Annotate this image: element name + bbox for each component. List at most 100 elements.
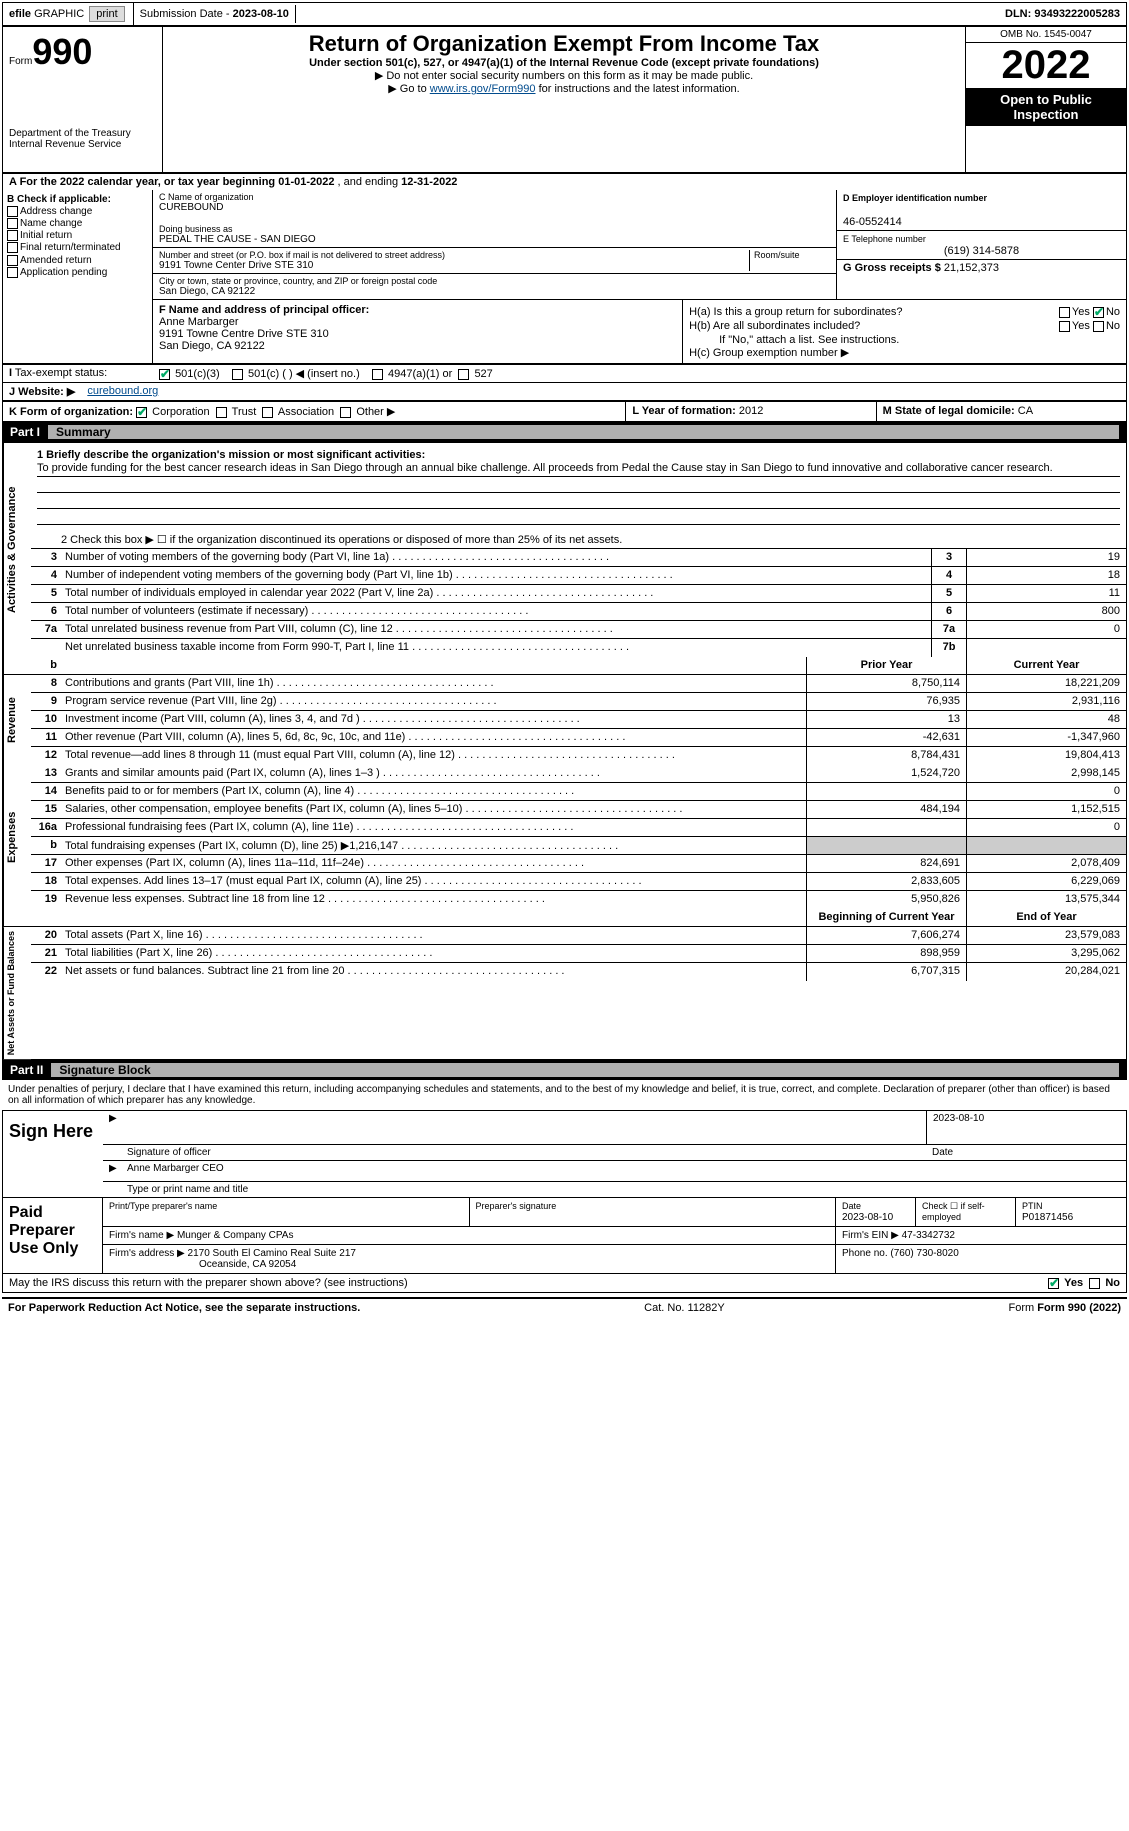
summary-row: 9Program service revenue (Part VIII, lin…: [31, 693, 1126, 711]
summary-row: 5Total number of individuals employed in…: [31, 585, 1126, 603]
current-year-value: 23,579,083: [966, 927, 1126, 944]
summary-row: 6Total number of volunteers (estimate if…: [31, 603, 1126, 621]
row-a-tax-year: A For the 2022 calendar year, or tax yea…: [2, 173, 1127, 190]
form-title-box: Return of Organization Exempt From Incom…: [163, 27, 966, 126]
line-num: 15: [31, 801, 61, 818]
summary-row: 16aProfessional fundraising fees (Part I…: [31, 819, 1126, 837]
cb-name-change[interactable]: Name change: [7, 218, 148, 229]
line-desc: Contributions and grants (Part VIII, lin…: [61, 675, 806, 692]
cb-application-pending[interactable]: Application pending: [7, 267, 148, 278]
opt-trust: Trust: [232, 406, 257, 418]
line-desc: Net assets or fund balances. Subtract li…: [61, 963, 806, 981]
line-num: 5: [31, 585, 61, 602]
footer-paperwork: For Paperwork Reduction Act Notice, see …: [8, 1302, 360, 1314]
year-formation-label: L Year of formation:: [632, 405, 736, 417]
opt-501c3: 501(c)(3): [175, 368, 220, 380]
part-1-no: Part I: [10, 425, 40, 439]
no-label: No: [1106, 320, 1120, 332]
officer-addr1: 9191 Towne Centre Drive STE 310: [159, 328, 329, 340]
prep-sig-label: Preparer's signature: [476, 1201, 557, 1211]
cb-label: Initial return: [20, 230, 72, 241]
cb-501c[interactable]: [232, 369, 243, 380]
prior-year-value: [806, 783, 966, 800]
line-desc: Total revenue—add lines 8 through 11 (mu…: [61, 747, 806, 765]
summary-row: 12Total revenue—add lines 8 through 11 (…: [31, 747, 1126, 765]
irs-link[interactable]: www.irs.gov/Form990: [430, 83, 536, 95]
website-link[interactable]: curebound.org: [87, 385, 158, 397]
sidebar-revenue: Revenue: [3, 675, 31, 765]
current-year-value: 2,931,116: [966, 693, 1126, 710]
line-desc: Benefits paid to or for members (Part IX…: [61, 783, 806, 800]
line-num: 17: [31, 855, 61, 872]
form-of-org-label: K Form of organization:: [9, 406, 133, 418]
summary-row: Net unrelated business taxable income fr…: [31, 639, 1126, 657]
print-button[interactable]: print: [89, 6, 124, 22]
section-b-checkboxes: B Check if applicable: Address change Na…: [3, 190, 153, 363]
summary-row: 7aTotal unrelated business revenue from …: [31, 621, 1126, 639]
section-f: F Name and address of principal officer:…: [153, 300, 683, 363]
cb-final-return[interactable]: Final return/terminated: [7, 242, 148, 253]
cb-initial-return[interactable]: Initial return: [7, 230, 148, 241]
cb-amended-return[interactable]: Amended return: [7, 255, 148, 266]
cb-label: Final return/terminated: [20, 243, 121, 254]
cb-discuss-no[interactable]: [1089, 1278, 1100, 1289]
line-desc: Total fundraising expenses (Part IX, col…: [61, 837, 806, 854]
cb-address-change[interactable]: Address change: [7, 206, 148, 217]
line-value: [966, 639, 1126, 657]
cb-assoc[interactable]: [262, 407, 273, 418]
sidebar-activities-governance: Activities & Governance: [3, 443, 31, 657]
officer-signed-name: Anne Marbarger CEO: [121, 1161, 230, 1181]
form-subtitle-2: ▶ Do not enter social security numbers o…: [167, 69, 961, 82]
discuss-no: No: [1105, 1277, 1120, 1289]
h-note: If "No," attach a list. See instructions…: [689, 334, 1120, 346]
line-num: 16a: [31, 819, 61, 836]
row-a-lead: A For the 2022 calendar year, or tax yea…: [9, 176, 278, 188]
firm-phone: (760) 730-8020: [890, 1248, 958, 1259]
line-value: 19: [966, 549, 1126, 566]
cb-trust[interactable]: [216, 407, 227, 418]
prior-year-value: 8,750,114: [806, 675, 966, 692]
h-b-label: H(b) Are all subordinates included?: [689, 320, 860, 332]
website-label: J Website: ▶: [9, 386, 75, 398]
year-box: OMB No. 1545-0047 2022 Open to Public In…: [966, 27, 1126, 126]
line-desc: Number of independent voting members of …: [61, 567, 931, 584]
discuss-yes: Yes: [1064, 1277, 1083, 1289]
prior-year-value: 7,606,274: [806, 927, 966, 944]
form-word: Form: [9, 56, 32, 67]
current-year-value: 20,284,021: [966, 963, 1126, 981]
mission-lead: 1 Briefly describe the organization's mi…: [37, 449, 425, 461]
cb-corp[interactable]: [136, 407, 147, 418]
cb-501c3[interactable]: [159, 369, 170, 380]
line-num: 6: [31, 603, 61, 620]
col-current-year: Current Year: [966, 657, 1126, 674]
line-desc: Investment income (Part VIII, column (A)…: [61, 711, 806, 728]
room-label: Room/suite: [754, 250, 830, 260]
firm-phone-label: Phone no.: [842, 1248, 888, 1259]
prior-year-value: 898,959: [806, 945, 966, 962]
cb-other[interactable]: [340, 407, 351, 418]
row-a-mid: , and ending: [334, 176, 401, 188]
current-year-value: 2,998,145: [966, 765, 1126, 782]
cb-discuss-yes[interactable]: [1048, 1278, 1059, 1289]
state-domicile-label: M State of legal domicile:: [883, 405, 1015, 417]
line-desc: Other revenue (Part VIII, column (A), li…: [61, 729, 806, 746]
firm-addr-label: Firm's address ▶: [109, 1248, 185, 1259]
form-number: 990: [32, 31, 92, 72]
sign-date: 2023-08-10: [926, 1111, 1126, 1144]
col-end-year: End of Year: [966, 909, 1126, 926]
opt-corp: Corporation: [152, 406, 209, 418]
inspection-label: Open to Public Inspection: [966, 88, 1126, 126]
summary-row: 18Total expenses. Add lines 13–17 (must …: [31, 873, 1126, 891]
prior-year-value: -42,631: [806, 729, 966, 746]
cb-527[interactable]: [458, 369, 469, 380]
year-formation: 2012: [739, 405, 763, 417]
line-desc: Total expenses. Add lines 13–17 (must eq…: [61, 873, 806, 890]
line-box: 3: [931, 549, 966, 566]
firm-name-label: Firm's name ▶: [109, 1230, 174, 1241]
summary-row: 11Other revenue (Part VIII, column (A), …: [31, 729, 1126, 747]
row-b-label: b: [31, 657, 61, 674]
cb-4947[interactable]: [372, 369, 383, 380]
section-b-title: B Check if applicable:: [7, 194, 111, 205]
line-box: 6: [931, 603, 966, 620]
officer-label: F Name and address of principal officer:: [159, 304, 369, 316]
